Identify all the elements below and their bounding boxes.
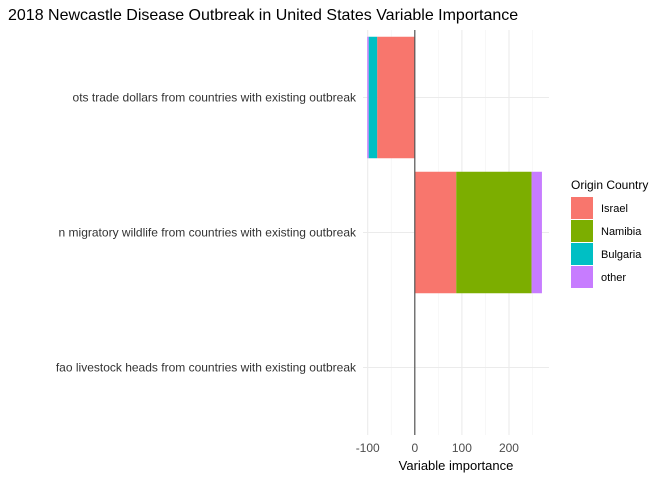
bar-other: [367, 36, 369, 159]
x-tick-label: -100: [356, 441, 380, 455]
x-tick-label: 100: [452, 441, 472, 455]
category-label: n migratory wildlife from countries with…: [59, 226, 357, 240]
legend-label-namibia: Namibia: [601, 226, 642, 238]
x-tick-label: 200: [499, 441, 519, 455]
category-label: fao livestock heads from countries with …: [56, 361, 357, 375]
bar-israel: [414, 171, 457, 294]
bar-israel: [377, 36, 415, 159]
bar-namibia: [456, 171, 532, 294]
legend-key-namibia: [571, 220, 593, 242]
x-axis-title: Variable importance: [399, 458, 514, 473]
category-labels: ots trade dollars from countries with ex…: [56, 91, 357, 375]
bars: [367, 36, 542, 294]
category-label: ots trade dollars from countries with ex…: [73, 91, 357, 105]
x-tick-label: 0: [411, 441, 418, 455]
bar-bulgaria: [368, 36, 378, 159]
legend-key-other: [571, 266, 593, 288]
chart-title: 2018 Newcastle Disease Outbreak in Unite…: [8, 7, 518, 24]
x-tick-labels: -100 0 100 200: [356, 441, 520, 455]
legend-title: Origin Country: [571, 178, 648, 192]
bar-other: [531, 171, 542, 294]
legend-key-bulgaria: [571, 243, 593, 265]
legend-label-israel: Israel: [601, 203, 628, 215]
legend-key-israel: [571, 197, 593, 219]
legend-label-other: other: [601, 272, 626, 284]
legend: Origin Country Israel Namibia Bulgaria othe…: [571, 178, 648, 288]
legend-label-bulgaria: Bulgaria: [601, 249, 642, 261]
